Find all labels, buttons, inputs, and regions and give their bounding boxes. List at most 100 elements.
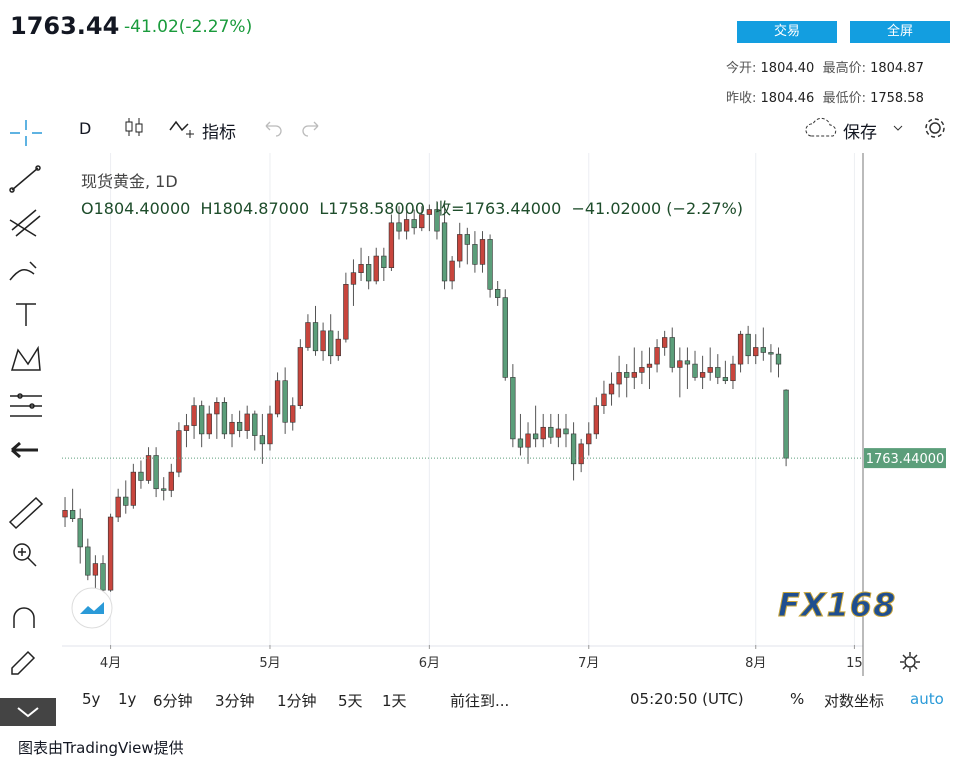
legend-high: H1804.87000 [200,199,310,218]
candle-body [525,433,531,448]
candle-body [236,421,243,431]
candle-body [624,372,630,378]
stat-label: 最低价: [822,91,866,106]
candle-body [396,222,402,232]
stat: 今开: 1804.40 最高价: 1804.87 [726,57,924,76]
stat-value: 1804.87 [870,61,924,76]
settings[interactable] [890,118,950,142]
candle-body [358,264,364,273]
tv-logo[interactable] [70,586,114,630]
x-tick-label: 7月 [578,656,599,671]
candle-body [403,219,410,232]
candle-body [548,426,554,438]
candle-body [373,255,379,282]
candle-body [737,333,744,365]
candle-body [92,563,99,576]
candle-body [669,337,675,368]
candle-body [760,347,766,353]
grid [110,153,855,645]
candle-body [699,372,706,378]
candle-body [176,430,182,473]
candle-body [320,330,326,352]
candle-body [123,496,129,506]
indicator-icon[interactable] [168,116,198,138]
candle-body [328,330,334,357]
candle-body [578,443,584,465]
candle-body [419,214,425,229]
candle-body [365,264,372,282]
candle-body [85,546,91,576]
range[interactable]: 5天 [338,692,363,710]
candle-body [145,455,152,481]
range[interactable]: 1分钟 [277,692,317,710]
range[interactable]: 1y [118,690,137,708]
range[interactable]: 5y [82,690,101,708]
candle-body [502,297,508,378]
indicators[interactable]: 指标 [202,123,236,143]
candle-body [479,239,486,265]
candle-body [654,347,660,365]
legend-low: L1758.58000 [319,199,425,218]
percent[interactable]: % [790,690,805,708]
footer: 图表由TradingView提供 [18,739,184,757]
interval[interactable]: D [79,119,92,138]
candle-body [745,333,751,357]
stat: 昨收: 1804.46 最低价: 1758.58 [726,87,924,106]
range[interactable]: 3分钟 [215,692,255,710]
candle-body [684,360,691,365]
candle-body [495,288,501,298]
candle-body [783,389,789,459]
undo-redo[interactable] [262,118,322,138]
goto[interactable]: 前往到... [450,692,510,710]
candle-body [532,433,539,440]
candle-body [138,471,144,481]
candle-body [282,380,288,423]
candle-body [768,352,774,355]
range[interactable]: 1天 [382,692,407,710]
candle-body [639,367,645,373]
axis-settings[interactable] [898,650,922,674]
candle-body [593,405,599,435]
last-price-label: 1763.44000 [866,452,945,467]
stat-value: 1804.46 [760,91,815,106]
candle-icon[interactable] [124,116,144,138]
candle-body [183,425,190,431]
candle-body [487,239,493,290]
candle-body [107,516,114,591]
left-toolbar [0,120,56,726]
legend-change: −41.02000 (−2.27%) [571,199,744,218]
candle-body [335,338,341,357]
range[interactable]: 6分钟 [153,692,193,710]
log-scale[interactable]: 对数坐标 [824,692,885,710]
candle-body [191,405,197,426]
candle-body [646,363,653,368]
fullscreen-button[interactable]: 全屏 [850,21,950,43]
candle-body [305,322,311,348]
legend-close: 收=1763.44000 [435,199,562,218]
candle-body [692,363,698,378]
candle-body [221,402,228,435]
stat-value: 1804.40 [760,61,815,76]
candle-body [631,372,637,378]
candle-body [153,455,159,490]
candle-body [206,413,212,435]
candle-body [115,496,121,518]
candle-body [753,347,759,357]
candle-body [312,322,319,352]
candle-body [517,438,524,448]
last-price-box [864,448,946,469]
candle-body [730,363,736,382]
candle-body [715,367,721,378]
candle-body [77,518,83,548]
auto-scale[interactable]: auto [910,690,944,708]
candle-body [426,209,433,215]
x-tick-label: 8月 [745,656,766,671]
candle-body [449,260,455,282]
candle-body [677,360,683,368]
save[interactable]: 保存 [843,123,877,143]
candle-body [707,367,713,373]
trade-button[interactable]: 交易 [737,21,837,43]
candle-body [343,284,349,340]
stat-value: 1758.58 [870,91,924,106]
